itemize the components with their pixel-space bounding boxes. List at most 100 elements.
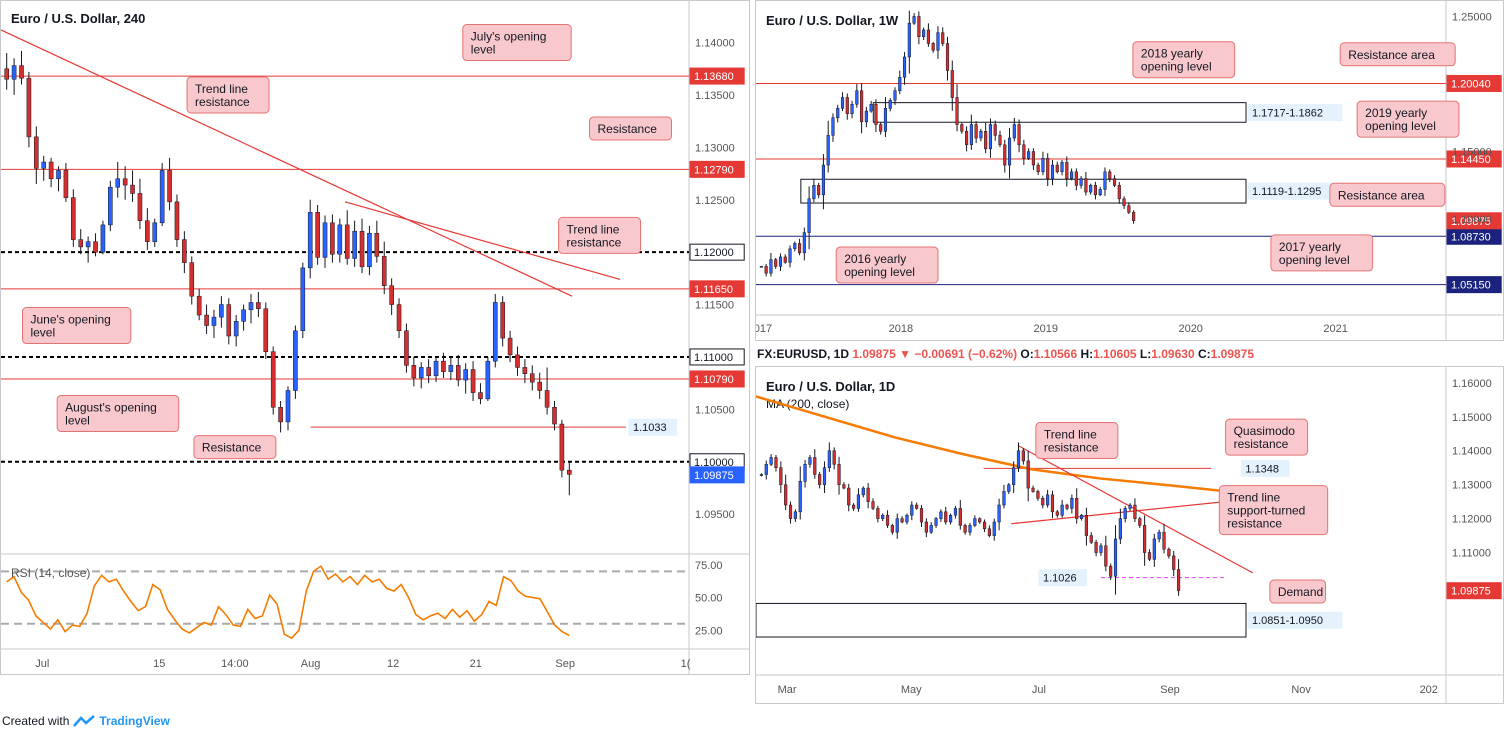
weekly-chart-title: Euro / U.S. Dollar, 1W [766, 13, 899, 28]
d1-candle [934, 518, 938, 526]
d1-last-price-label-bg [1446, 582, 1502, 600]
d1-x-tick: Mar [778, 684, 797, 696]
h4-candle [300, 267, 306, 332]
h4-candle [115, 178, 121, 188]
d1-candle [895, 518, 899, 533]
d1-annotation-3-line-0: Demand [1278, 585, 1323, 599]
h4-y-tick: 1.10500 [695, 404, 735, 416]
h4-rsi-y-tick: 75.00 [695, 560, 723, 572]
h4-annotation-6-line-0: Resistance [202, 441, 262, 455]
d1-candle [1050, 494, 1055, 513]
h4-chart-panel[interactable]: Euro / U.S. Dollar, 240 1.13680 1.12790 1.… [0, 0, 750, 675]
w1-candle [759, 266, 763, 268]
d1-candle [1012, 467, 1016, 485]
daily-chart-panel[interactable]: Euro / U.S. Dollar, 1D MA (200, close) 1… [755, 366, 1504, 704]
d1-zone-label: 1.0851-1.0950 [1252, 615, 1323, 627]
h4-resistance-label: 1.1033 [633, 422, 667, 434]
d1-candle [759, 474, 764, 476]
h4-level-label-bg [689, 67, 745, 85]
d1-candle [856, 494, 861, 509]
d1-candle [1075, 497, 1079, 519]
w1-candle [931, 43, 935, 51]
h4-candle [189, 262, 195, 297]
w1-annotation-3-line-0: Resistance area [1338, 188, 1425, 202]
w1-candle [988, 124, 993, 150]
w1-candle [1050, 164, 1055, 179]
h4-candle [34, 136, 39, 169]
w1-candle [1108, 171, 1112, 179]
w1-candle [898, 77, 902, 92]
w1-candle [1065, 162, 1069, 179]
w1-candle [874, 104, 878, 125]
h4-candle [137, 193, 143, 221]
w1-candle [1089, 185, 1093, 193]
w1-candle [936, 32, 940, 51]
h4-annotation-1-box [186, 76, 270, 114]
w1-last-price-label-bg [1446, 212, 1502, 230]
w1-candle [1031, 151, 1035, 166]
h4-candle [367, 233, 372, 268]
weekly-chart-svg[interactable]: 1.20040 1.14450 1.08730 1.05150 1.1717-1.186… [756, 1, 1503, 340]
h4-candle [396, 304, 402, 332]
w1-x-tick: 017 [756, 323, 772, 335]
weekly-chart-panel[interactable]: Euro / U.S. Dollar, 1W 1.20040 1.14450 1.0… [755, 0, 1504, 341]
h4-candle [63, 170, 69, 198]
w1-candle [907, 22, 911, 58]
d1-candle [992, 521, 996, 536]
w1-candle [778, 256, 783, 267]
h4-level-label: 1.12790 [694, 164, 734, 176]
d1-candle [847, 487, 851, 506]
w1-candle [1127, 205, 1131, 213]
w1-zone [800, 178, 1247, 204]
d1-candle [929, 525, 933, 533]
d1-candle [842, 484, 846, 489]
h4-candle [455, 365, 461, 381]
h4-candle [182, 239, 187, 263]
d1-candle [774, 457, 778, 468]
d1-annotation-0-line-1: resistance [1044, 441, 1099, 455]
h4-candle [263, 308, 269, 352]
h4-candle [315, 212, 320, 258]
d1-annotation-1-line-0: Quasimodo [1234, 424, 1296, 438]
d1-candle [1016, 450, 1021, 468]
h4-candle [544, 390, 550, 408]
w1-zone [872, 102, 1247, 123]
h4-level-label-bg [689, 160, 745, 178]
w1-candle [1017, 124, 1021, 146]
h4-candle [41, 161, 46, 169]
d1-candle [1147, 552, 1152, 560]
w1-candle [864, 110, 868, 123]
h4-y-tick: 1.09500 [695, 509, 735, 521]
w1-candle [1112, 178, 1117, 186]
symbol-ohlc-bar: FX:EURUSD, 1D 1.09875 ▼ −0.00691 (−0.62%… [757, 347, 1254, 361]
d1-candle [885, 514, 890, 526]
w1-candle [1117, 185, 1121, 200]
w1-candle [802, 232, 806, 254]
h4-x-tick: Sep [555, 658, 575, 670]
d1-candle [997, 504, 1001, 523]
h4-chart-svg[interactable]: 1.13680 1.12790 1.12000 1.11650 1.11000 1.107… [1, 1, 749, 674]
d1-candle [919, 508, 924, 523]
h4-x-tick: 21 [470, 658, 482, 670]
open-value: 1.10566 [1033, 347, 1078, 361]
h4-candle [256, 302, 261, 310]
h4-x-tick: 14:00 [221, 658, 249, 670]
daily-chart-svg[interactable]: 1.0851-1.0950 1.1348 1.1026 1.09875 1.16000 1… [756, 367, 1503, 703]
w1-candle [783, 256, 787, 263]
h4-y-tick: 1.11500 [695, 300, 734, 312]
h4-level-label-bg [689, 243, 745, 261]
d1-x-tick: 202 [1420, 684, 1438, 696]
footer-created-with: Created with [2, 714, 70, 728]
h4-resistance-label-bg [628, 418, 678, 436]
w1-annotation-3-box [1329, 182, 1446, 207]
d1-candle [1176, 569, 1181, 591]
d1-candle [827, 450, 831, 468]
h4-annotation-6-box [193, 435, 277, 460]
d1-candle [1162, 531, 1166, 550]
h4-level-label-bg [689, 370, 745, 388]
w1-annotation-0-line-0: 2018 yearly [1141, 47, 1203, 61]
d1-annotation-2-box [1218, 485, 1329, 536]
d1-x-tick: Nov [1291, 684, 1311, 696]
footer-brand[interactable]: TradingView [99, 714, 170, 728]
d1-candle [1167, 548, 1171, 557]
